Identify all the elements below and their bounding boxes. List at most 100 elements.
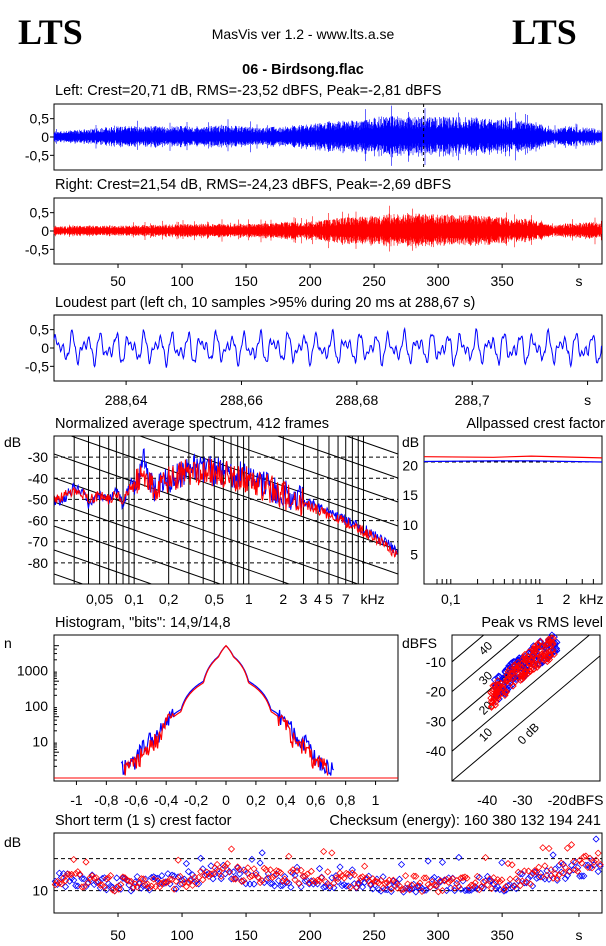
histogram-xtick: 0 — [222, 792, 230, 808]
short-term-point — [172, 885, 180, 893]
short-term-point — [96, 881, 104, 889]
short-term-point — [518, 877, 526, 885]
spectrum-xtick: 0,05 — [86, 591, 113, 607]
short-term-point — [137, 884, 145, 892]
short-term-point — [96, 884, 104, 892]
short-term-point — [496, 877, 504, 886]
short-term-point — [307, 867, 315, 875]
short-term-point — [584, 863, 592, 871]
spectrum-ytick: -40 — [28, 470, 48, 486]
short-term-point — [447, 876, 455, 884]
peak-rms-point — [503, 676, 511, 684]
short-term-point — [125, 877, 133, 885]
short-term-point — [451, 887, 459, 895]
short-term-point — [420, 874, 428, 882]
short-term-point — [567, 841, 576, 849]
short-term-point — [301, 872, 309, 880]
spectrum-ylabel: dB — [4, 434, 21, 450]
short-term-point — [275, 867, 283, 875]
short-term-point — [320, 847, 328, 856]
short-term-point — [178, 880, 186, 888]
short-term-point — [72, 882, 80, 890]
short-term-point — [432, 881, 440, 889]
short-term-point — [381, 885, 389, 894]
crest-factor-title: Allpassed crest factor — [466, 416, 605, 432]
short-term-point — [338, 882, 346, 890]
short-term-point — [248, 872, 256, 880]
peak-rms-point — [513, 664, 522, 673]
short-term-point — [522, 878, 531, 886]
histogram-series-right — [123, 644, 329, 776]
peak-rms-crest-line — [452, 655, 600, 781]
spectrum-xtick: 2 — [279, 591, 287, 607]
short-term-point — [393, 884, 401, 892]
short-term-point — [498, 859, 506, 867]
short-term-point — [510, 882, 518, 890]
crest-ytick: 15 — [402, 487, 418, 503]
short-term-point — [440, 877, 449, 885]
right-waveform-xtick: 100 — [170, 273, 194, 289]
peak-rms-xtick: -40 — [477, 792, 497, 808]
spectrum-xtick: 7 — [342, 591, 350, 607]
short-term-point — [119, 874, 127, 882]
short-term-point — [287, 883, 295, 891]
file-title: 06 - Birdsong.flac — [242, 62, 364, 78]
peak-rms-point — [509, 682, 517, 690]
short-term-point — [258, 877, 266, 885]
right-waveform-xtick: 250 — [362, 273, 386, 289]
short-term-point — [283, 878, 291, 886]
short-term-point — [250, 865, 258, 873]
lts-logo-left: LTS — [18, 12, 83, 52]
short-term-point — [543, 871, 551, 879]
short-term-point — [410, 872, 418, 880]
histogram-title: Histogram, "bits": 14,9/14,8 — [55, 615, 231, 631]
short-term-point — [250, 880, 258, 888]
short-term-point — [481, 853, 490, 862]
short-term-point — [340, 874, 348, 882]
short-term-point — [315, 864, 324, 873]
short-term-point — [266, 866, 274, 874]
histogram-xtick: -0,8 — [94, 792, 118, 808]
loudest-part-title: Loudest part (left ch, 10 samples >95% d… — [55, 295, 475, 311]
short-term-point — [442, 875, 451, 883]
short-term-point — [244, 864, 252, 872]
short-term-point — [580, 872, 588, 880]
peak-rms-point — [534, 641, 542, 650]
short-term-point — [104, 874, 113, 882]
short-term-point — [344, 882, 352, 890]
histogram-ytick: 100 — [25, 698, 49, 714]
peak-rms-ytick: -40 — [426, 743, 446, 759]
short-term-point — [326, 882, 334, 890]
short-term-point — [594, 867, 602, 876]
short-term-point — [100, 883, 109, 891]
short-term-point — [406, 886, 414, 894]
short-term-point — [291, 871, 299, 879]
peak-rms-series-right — [487, 634, 558, 711]
short-term-point — [236, 865, 244, 873]
short-term-point — [72, 869, 80, 877]
peak-rms-point — [523, 655, 531, 663]
short-term-point — [457, 874, 465, 882]
short-term-point — [381, 879, 389, 888]
histogram-xtick: 0,2 — [246, 792, 266, 808]
crest-xtick: 2 — [563, 591, 571, 607]
short-term-point — [297, 866, 305, 874]
short-term-point — [582, 852, 590, 860]
short-term-point — [354, 880, 363, 888]
peak-rms-point — [546, 638, 554, 646]
spectrum-title: Normalized average spectrum, 412 frames — [55, 416, 329, 432]
right-waveform-signal — [53, 205, 602, 252]
short-term-point — [61, 877, 70, 885]
spectrum-xtick: 3 — [300, 591, 308, 607]
peak-rms-ylabel: dBFS — [402, 635, 437, 651]
spectrum-xtick: 1 — [245, 591, 253, 607]
short-term-point — [359, 873, 367, 881]
short-term-point — [154, 874, 162, 882]
short-term-xtick: s — [575, 927, 582, 943]
short-term-point — [471, 879, 479, 887]
histogram-series-left — [120, 645, 335, 776]
short-term-point — [420, 886, 428, 894]
histogram-xtick: 1 — [372, 792, 380, 808]
peak-rms-point — [533, 660, 541, 668]
short-term-point — [582, 861, 590, 869]
